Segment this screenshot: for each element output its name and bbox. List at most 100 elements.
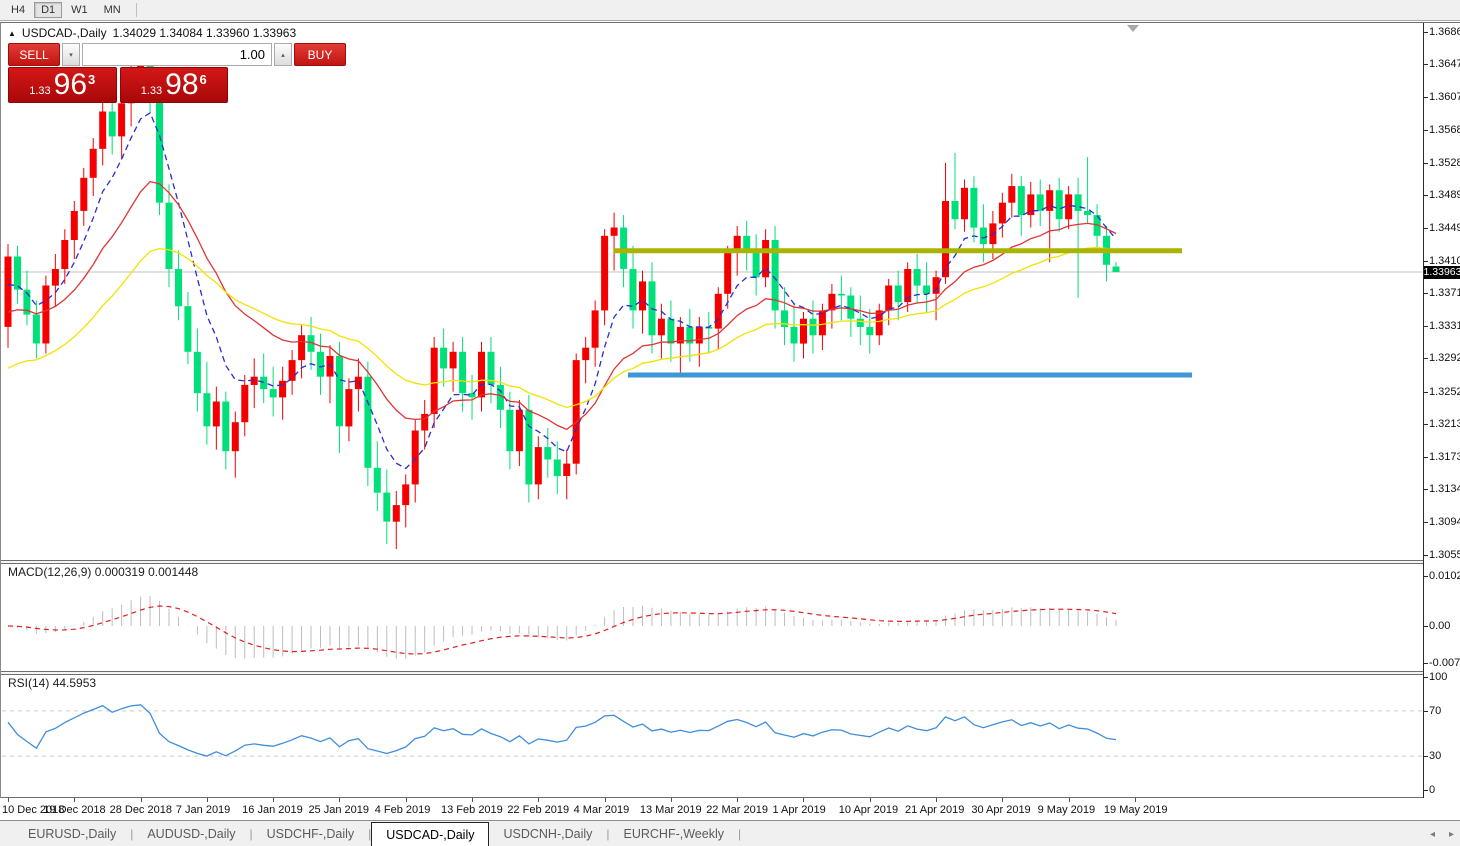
rsi-axis-label: 100 xyxy=(1429,671,1448,683)
macd-axis-label-tick xyxy=(1424,575,1428,577)
price-axis-label-tick xyxy=(1424,522,1428,524)
date-axis-label: 22 Mar 2019 xyxy=(706,804,768,816)
sell-quote-box[interactable]: 1.33 96 3 xyxy=(8,67,117,103)
date-axis-tick xyxy=(339,798,341,802)
rsi-axis-label-tick xyxy=(1424,790,1428,791)
date-axis-tick xyxy=(1134,798,1136,802)
date-axis-label: 22 Feb 2019 xyxy=(507,804,570,816)
price-axis-label-tick xyxy=(1424,457,1428,459)
price-axis-label-tick xyxy=(1424,260,1428,262)
date-axis-label: 21 Apr 2019 xyxy=(905,804,965,816)
date-axis-label: 9 May 2019 xyxy=(1037,804,1096,816)
macd-axis-label-tick xyxy=(1424,626,1428,627)
date-axis-tick xyxy=(670,798,672,802)
buy-quote-box[interactable]: 1.33 98 6 xyxy=(119,67,228,103)
timeframe-button-w1[interactable]: W1 xyxy=(71,4,88,16)
tab-eurusd-daily[interactable]: EURUSD-,Daily xyxy=(28,826,117,841)
macd-pane-splitter[interactable] xyxy=(0,560,1423,564)
rsi-axis-label-tick xyxy=(1424,756,1428,758)
tab-usdcad-daily[interactable]: USDCAD-,Daily xyxy=(371,822,490,846)
date-axis-tick xyxy=(936,798,938,802)
date-axis-label: 19 May 2019 xyxy=(1103,804,1168,816)
buy-pips: 98 xyxy=(165,68,199,101)
one-click-collapse-icon[interactable]: ▲ xyxy=(8,28,16,38)
price-axis-label: 1.31340 xyxy=(1429,483,1460,496)
date-axis-label: 7 Jan 2019 xyxy=(175,804,231,816)
price-axis-label: 1.36860 xyxy=(1429,26,1460,38)
date-axis-label: 4 Feb 2019 xyxy=(374,804,431,816)
price-axis-label: 1.32130 xyxy=(1429,417,1460,430)
price-axis-label: 1.32520 xyxy=(1429,385,1460,398)
tab-scroll-left-icon[interactable]: ◂ xyxy=(1429,828,1435,840)
date-axis-label: 19 Dec 2018 xyxy=(43,804,106,816)
price-axis-label-tick xyxy=(1424,489,1428,491)
timeframe-button-d1[interactable]: D1 xyxy=(34,2,63,18)
volume-decrease-button[interactable]: ▾ xyxy=(62,43,80,66)
tab-separator: | xyxy=(738,826,742,841)
buy-button[interactable]: BUY xyxy=(294,43,346,66)
timeframe-button-h4[interactable]: H4 xyxy=(11,4,26,16)
date-axis-label: 25 Jan 2019 xyxy=(308,804,369,816)
tab-scroll-right-icon[interactable]: ▸ xyxy=(1448,828,1454,840)
rsi-axis-label: 0 xyxy=(1429,784,1436,796)
volume-input[interactable] xyxy=(82,43,272,66)
date-axis-label: 28 Dec 2018 xyxy=(109,804,172,816)
price-axis-label-tick xyxy=(1424,423,1428,425)
rsi-axis-label: 70 xyxy=(1429,704,1442,717)
date-axis-label: 10 Dec 2018 xyxy=(2,804,65,816)
date-axis-tick xyxy=(737,798,739,802)
price-axis-label-tick xyxy=(1424,32,1428,33)
price-axis-label-tick xyxy=(1424,391,1428,393)
toolbar-separator xyxy=(135,3,137,17)
date-axis-tick xyxy=(1068,798,1070,802)
date-axis-label: 13 Feb 2019 xyxy=(441,804,503,816)
one-click-trading-panel: SELL ▾ ▴ BUY 1.33 96 3 1.33 98 6 xyxy=(8,43,346,105)
symbol-period-label: USDCAD-,Daily xyxy=(21,26,107,40)
tab-scroll-arrows: ◂ ▸ xyxy=(1430,821,1454,846)
date-axis-tick xyxy=(1002,798,1004,802)
price-axis-label-tick xyxy=(1424,97,1428,99)
date-axis[interactable]: 10 Dec 2018 19 Dec 2018 28 Dec 2018 7 Jan 2… xyxy=(0,798,1423,820)
tab-usdcnh-daily[interactable]: USDCNH-,Daily xyxy=(503,826,593,841)
macd-label: MACD(12,26,9) 0.000319 0.001448 xyxy=(8,565,199,579)
tab-separator: | xyxy=(606,826,610,841)
rsi-pane-splitter[interactable] xyxy=(0,671,1423,675)
date-axis-tick xyxy=(538,798,540,802)
tab-audusd-daily[interactable]: AUDUSD-,Daily xyxy=(147,826,236,841)
macd-axis-label: 0.00 xyxy=(1429,620,1451,632)
current-price-tag: 1.33963 xyxy=(1423,265,1460,279)
macd-signal-value: 0.001448 xyxy=(148,565,199,579)
sell-button[interactable]: SELL xyxy=(8,43,60,66)
rsi-label: RSI(14) 44.5953 xyxy=(8,676,97,690)
rsi-axis-label-tick xyxy=(1424,710,1428,712)
tab-separator: | xyxy=(249,826,253,841)
date-axis-tick xyxy=(140,798,142,802)
chart-tab-bar: EURUSD-,Daily | AUDUSD-,Daily | USDCHF-,Dail… xyxy=(0,820,1460,846)
price-axis-label-tick xyxy=(1424,64,1428,66)
timeframe-button-mn[interactable]: MN xyxy=(103,4,121,16)
price-axis-label: 1.30940 xyxy=(1429,516,1460,529)
date-axis-tick xyxy=(206,798,208,802)
date-axis-tick xyxy=(604,798,606,802)
chart-shift-marker-icon xyxy=(1127,25,1139,32)
date-axis-label: 10 Apr 2019 xyxy=(838,804,899,816)
price-axis[interactable]: 1.33963 1.36860 1.36470 1.36070 1.35680 1.35… xyxy=(1423,22,1460,798)
price-axis-label: 1.34100 xyxy=(1429,254,1460,267)
price-axis-label-tick xyxy=(1424,292,1428,294)
price-axis-label-tick xyxy=(1424,195,1428,197)
price-axis-label: 1.32920 xyxy=(1429,352,1460,365)
tab-eurchf-weekly[interactable]: EURCHF-,Weekly xyxy=(623,826,724,841)
price-axis-label: 1.31730 xyxy=(1429,451,1460,464)
macd-axis-label: -0.00747 xyxy=(1429,657,1460,670)
ohlc-values: 1.34029 1.34084 1.33960 1.33963 xyxy=(112,26,297,40)
volume-increase-button[interactable]: ▴ xyxy=(274,43,292,66)
price-axis-label: 1.34890 xyxy=(1429,189,1460,202)
date-axis-tick xyxy=(74,798,76,802)
tab-usdchf-daily[interactable]: USDCHF-,Daily xyxy=(266,826,355,841)
price-axis-label-tick xyxy=(1424,358,1428,360)
date-axis-tick xyxy=(869,798,871,802)
macd-axis-label: 0.010229 xyxy=(1429,569,1460,582)
